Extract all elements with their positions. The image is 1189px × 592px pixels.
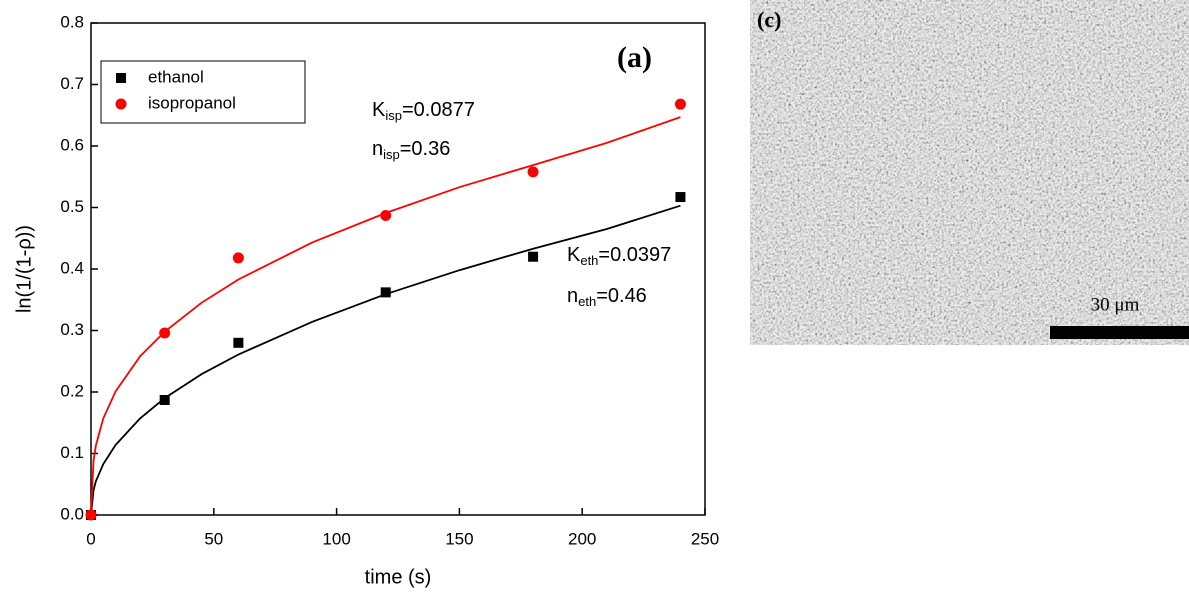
x-tick-label: 200 [568,529,596,548]
x-axis-label: time (s) [365,566,432,588]
fit-annotation: neth=0.46 [567,285,647,309]
y-tick-label: 0.8 [60,12,84,31]
scale-bar [1050,326,1189,339]
y-tick-label: 0.6 [60,135,84,154]
panel-label: (a) [617,41,652,74]
data-point [527,166,539,178]
data-point [675,192,686,203]
annotation-symbol: K [372,99,386,121]
y-tick-label: 0.1 [60,443,84,462]
annotation-subscript: eth [578,294,596,309]
data-point [528,251,539,262]
data-point [380,287,391,298]
annotation-symbol: n [372,138,383,160]
scale-bar-label: 30 μm [1091,294,1140,315]
legend-item: isopropanol [115,93,236,112]
data-point [233,337,244,348]
x-tick-label: 0 [86,529,95,548]
legend-marker [116,73,126,83]
y-tick-label: 0.3 [60,320,84,339]
data-point [232,252,244,264]
fit-curve [90,204,681,516]
x-tick-label: 50 [204,529,223,548]
y-axis-label: ln(1/(1-ρ)) [13,225,35,313]
y-tick-label: 0.4 [60,258,84,277]
annotation-value: =0.0877 [402,99,475,121]
annotation-symbol: n [567,285,578,307]
data-point [674,98,686,110]
fit-annotation: Kisp=0.0877 [372,99,475,123]
x-tick-label: 150 [445,529,473,548]
annotation-value: =0.46 [596,285,647,307]
annotation-subscript: isp [383,147,400,162]
annotation-subscript: isp [385,108,402,123]
data-point [85,509,97,521]
y-tick-label: 0.7 [60,74,84,93]
sem-texture [750,0,1189,345]
annotation-symbol: K [567,244,581,266]
annotation-value: =0.36 [400,138,451,160]
data-point [159,394,170,405]
fit-curve [90,116,681,516]
y-tick-label: 0.0 [60,504,84,523]
y-tick-label: 0.5 [60,197,84,216]
legend-box [100,60,306,124]
legend-label: ethanol [148,67,204,86]
data-point [380,209,392,221]
x-tick-label: 100 [322,529,350,548]
annotation-subscript: eth [580,253,598,268]
y-tick-label: 0.2 [60,381,84,400]
x-tick-label: 250 [691,529,719,548]
data-point [159,327,171,339]
annotation-value: =0.0397 [598,244,671,266]
fit-annotation: Keth=0.0397 [567,244,671,268]
legend-item: ethanol [116,67,204,86]
legend-marker [115,98,127,110]
sem-image: (c) 30 μm [750,0,1189,345]
fit-annotation: nisp=0.36 [372,138,450,162]
image-panel-label: (c) [757,7,781,32]
legend-label: isopropanol [148,93,236,112]
